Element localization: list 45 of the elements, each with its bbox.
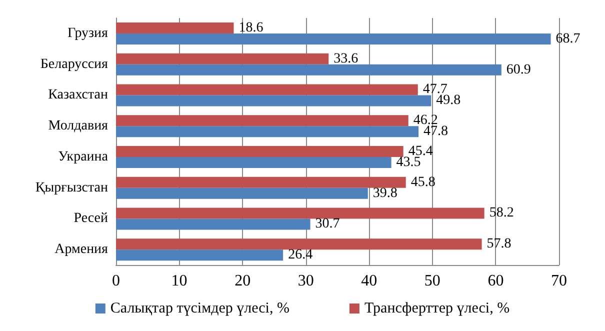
bar [116,238,482,250]
bar [116,188,368,199]
data-label: 45.8 [410,174,436,190]
bar [116,156,392,168]
x-tick-label: 20 [234,272,251,290]
bar [116,126,419,138]
y-tick-label: Ресей [74,211,108,226]
bar [116,250,284,261]
y-tick-label: Қырғызстан [35,180,108,196]
x-tick-label: 0 [112,272,120,290]
bar [116,115,408,126]
bar [116,84,418,96]
bar [116,176,406,188]
data-label: 33.6 [334,51,358,66]
y-tick-label: Молдавия [48,118,109,134]
bar [116,208,484,219]
y-tick-label: Грузия [68,26,109,41]
x-tick-label: 40 [361,272,378,290]
data-label: 43.5 [396,154,421,170]
legend-label: Салықтар түсімдер үлесі, % [110,300,290,316]
x-tick-label: 50 [424,272,440,290]
data-label: 26.4 [288,248,313,263]
data-label: 58.2 [489,206,514,221]
data-label: 39.8 [372,186,398,201]
bar [116,218,310,230]
data-label: 60.9 [506,62,531,78]
data-label: 30.7 [315,216,340,232]
bar [116,33,551,44]
legend-label: Трансферттер үлесі, % [364,300,510,316]
y-tick-label: Армения [54,242,109,258]
data-label: 68.7 [556,31,580,46]
x-tick-label: 70 [551,272,567,290]
y-tick-label: Украина [58,149,109,164]
data-label: 57.8 [486,236,512,252]
y-tick-label: Беларуссия [40,56,109,72]
data-label: 18.6 [238,20,264,36]
x-tick-label: 10 [171,272,188,290]
bar [116,95,432,106]
bar [116,53,329,64]
bar [116,146,404,157]
bar [116,22,234,34]
bar [116,64,502,76]
x-tick-label: 60 [488,272,504,290]
y-tick-label: Казахстан [48,88,109,103]
x-tick-label: 30 [298,272,314,290]
